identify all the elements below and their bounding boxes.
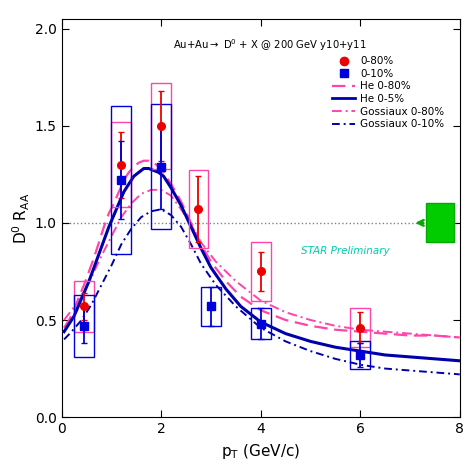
Bar [74,295,94,357]
Bar [350,341,370,369]
Bar [111,106,131,254]
Bar [426,203,454,242]
Bar [350,309,370,347]
Legend: 0-80%, 0-10%, He 0-80%, He 0-5%, Gossiaux 0-80%, Gossiaux 0-10%: 0-80%, 0-10%, He 0-80%, He 0-5%, Gossiau… [328,52,448,133]
Bar [201,287,221,326]
Text: Au+Au$\rightarrow$ D$^0$ + X @ 200 GeV y10+y11: Au+Au$\rightarrow$ D$^0$ + X @ 200 GeV y… [173,37,367,53]
Bar [151,83,171,169]
Bar [151,104,171,229]
Bar [251,242,271,301]
Text: STAR Preliminary: STAR Preliminary [301,246,389,256]
Bar [74,281,94,332]
Bar [111,122,131,207]
Bar [251,309,271,339]
Y-axis label: D$^0$ R$_{\rm AA}$: D$^0$ R$_{\rm AA}$ [10,192,32,244]
X-axis label: p$_{\rm T}$ (GeV/c): p$_{\rm T}$ (GeV/c) [221,442,301,461]
Bar [189,171,209,248]
